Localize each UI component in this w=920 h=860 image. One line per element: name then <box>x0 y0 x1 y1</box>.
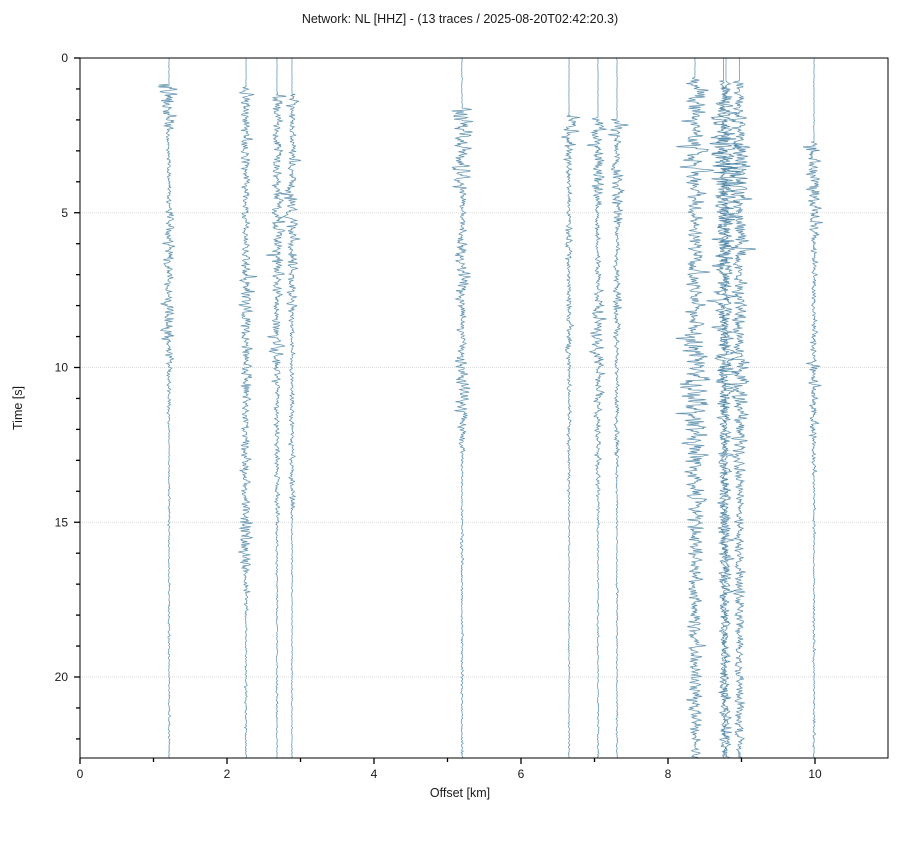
svg-text:10: 10 <box>55 361 69 375</box>
svg-text:8: 8 <box>665 767 672 781</box>
svg-text:2: 2 <box>224 767 231 781</box>
svg-text:15: 15 <box>55 515 69 529</box>
svg-text:20: 20 <box>55 670 69 684</box>
svg-text:5: 5 <box>61 206 68 220</box>
svg-text:4: 4 <box>371 767 378 781</box>
svg-text:10: 10 <box>808 767 822 781</box>
svg-text:0: 0 <box>61 51 68 65</box>
svg-text:6: 6 <box>518 767 525 781</box>
svg-text:0: 0 <box>77 767 84 781</box>
